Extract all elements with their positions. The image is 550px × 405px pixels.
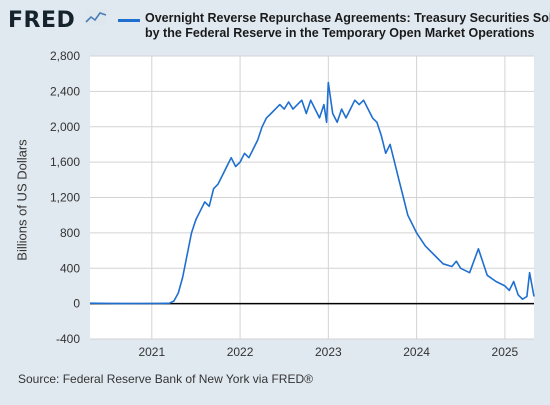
y-tick-label: 2,400 bbox=[50, 84, 80, 98]
fred-logo: FRED bbox=[8, 8, 76, 33]
x-tick-labels: 2021 2022 2023 2024 2025 bbox=[138, 345, 518, 359]
chart-header: FRED Overnight Reverse Repurchase Agreem… bbox=[8, 6, 550, 48]
y-tick-label: 1,200 bbox=[50, 191, 80, 205]
y-tick-label: 400 bbox=[60, 261, 80, 275]
y-tick-label: 2,000 bbox=[50, 120, 80, 134]
legend-text-line-1: Overnight Reverse Repurchase Agreements:… bbox=[145, 11, 550, 25]
x-tick-label: 2025 bbox=[492, 345, 519, 359]
x-tick-label: 2023 bbox=[315, 345, 342, 359]
y-tick-label: 2,800 bbox=[50, 49, 80, 63]
fred-logo-graph-icon bbox=[85, 9, 107, 25]
y-tick-label: 0 bbox=[73, 297, 80, 311]
y-tick-labels: -400 0 400 800 1,200 1,600 2,000 2,400 2,800 bbox=[50, 49, 80, 346]
x-tick-label: 2024 bbox=[403, 345, 430, 359]
y-tick-label: -400 bbox=[56, 332, 80, 346]
y-tick-label: 800 bbox=[60, 226, 80, 240]
x-tick-label: 2022 bbox=[227, 345, 254, 359]
legend-text-line-2: by the Federal Reserve in the Temporary … bbox=[145, 26, 535, 40]
series-line bbox=[89, 81, 535, 305]
y-tick-label: 1,600 bbox=[50, 155, 80, 169]
legend-series-name: Overnight Reverse Repurchase Agreements:… bbox=[145, 11, 550, 41]
x-tick-label: 2021 bbox=[138, 345, 165, 359]
legend-line-swatch bbox=[118, 19, 140, 22]
source-note: Source: Federal Reserve Bank of New York… bbox=[18, 372, 313, 386]
